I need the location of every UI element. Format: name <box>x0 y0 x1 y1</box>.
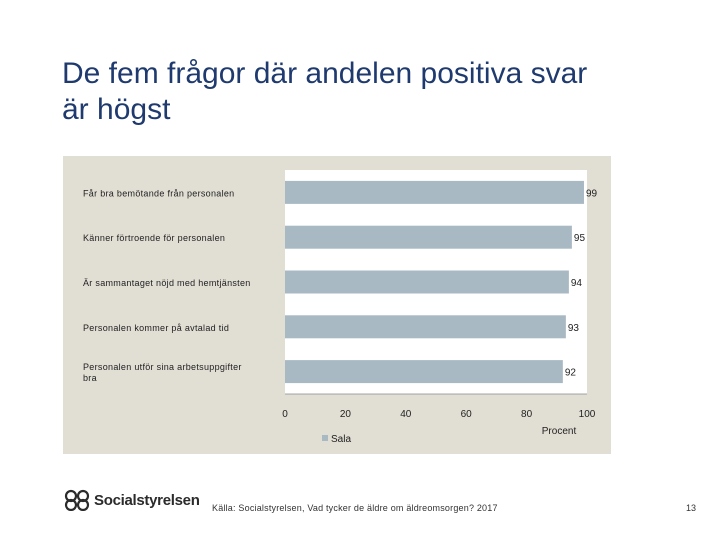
category-label: Känner förtroende för personalen <box>83 233 225 243</box>
category-label: bra <box>83 373 97 383</box>
category-label: Personalen utför sina arbetsuppgifter <box>83 362 242 372</box>
data-label: 94 <box>571 278 583 289</box>
x-tick-label: 20 <box>340 409 352 420</box>
x-tick-label: 80 <box>521 409 533 420</box>
x-tick-label: 60 <box>461 409 473 420</box>
socialstyrelsen-logo: Socialstyrelsen <box>64 487 200 513</box>
chart-panel: 99 Får bra bemötande från personalen 95 Kän… <box>63 156 611 454</box>
category-label: Personalen kommer på avtalad tid <box>83 323 229 333</box>
bar <box>285 225 572 249</box>
x-tick-label: 100 <box>579 409 596 420</box>
data-label: 95 <box>574 233 586 244</box>
x-tick-label: 0 <box>282 409 288 420</box>
bar <box>285 315 566 339</box>
page-number: 13 <box>686 503 697 513</box>
data-label: 99 <box>586 188 598 199</box>
slide-title-line-2: är högst <box>62 93 171 126</box>
logo-text: Socialstyrelsen <box>94 491 200 509</box>
x-axis-label: Procent <box>542 426 577 437</box>
bar <box>285 270 569 294</box>
x-tick-label: 40 <box>400 409 412 420</box>
slide-title-line-1: De fem frågor där andelen positiva svar <box>62 57 588 90</box>
legend-swatch <box>322 435 328 441</box>
category-label: Är sammantaget nöjd med hemtjänsten <box>83 278 251 288</box>
slide-title: De fem frågor där andelen positiva svar … <box>62 56 702 128</box>
bar-chart: 99 Får bra bemötande från personalen 95 Kän… <box>83 170 598 445</box>
logo-emblem-icon <box>64 489 90 511</box>
source-note: Källa: Socialstyrelsen, Vad tycker de äl… <box>212 503 498 513</box>
bar <box>285 360 563 384</box>
data-label: 92 <box>565 368 577 379</box>
category-label: Får bra bemötande från personalen <box>83 188 235 198</box>
data-label: 93 <box>568 323 580 334</box>
legend-label: Sala <box>331 434 351 445</box>
bar <box>285 180 584 204</box>
